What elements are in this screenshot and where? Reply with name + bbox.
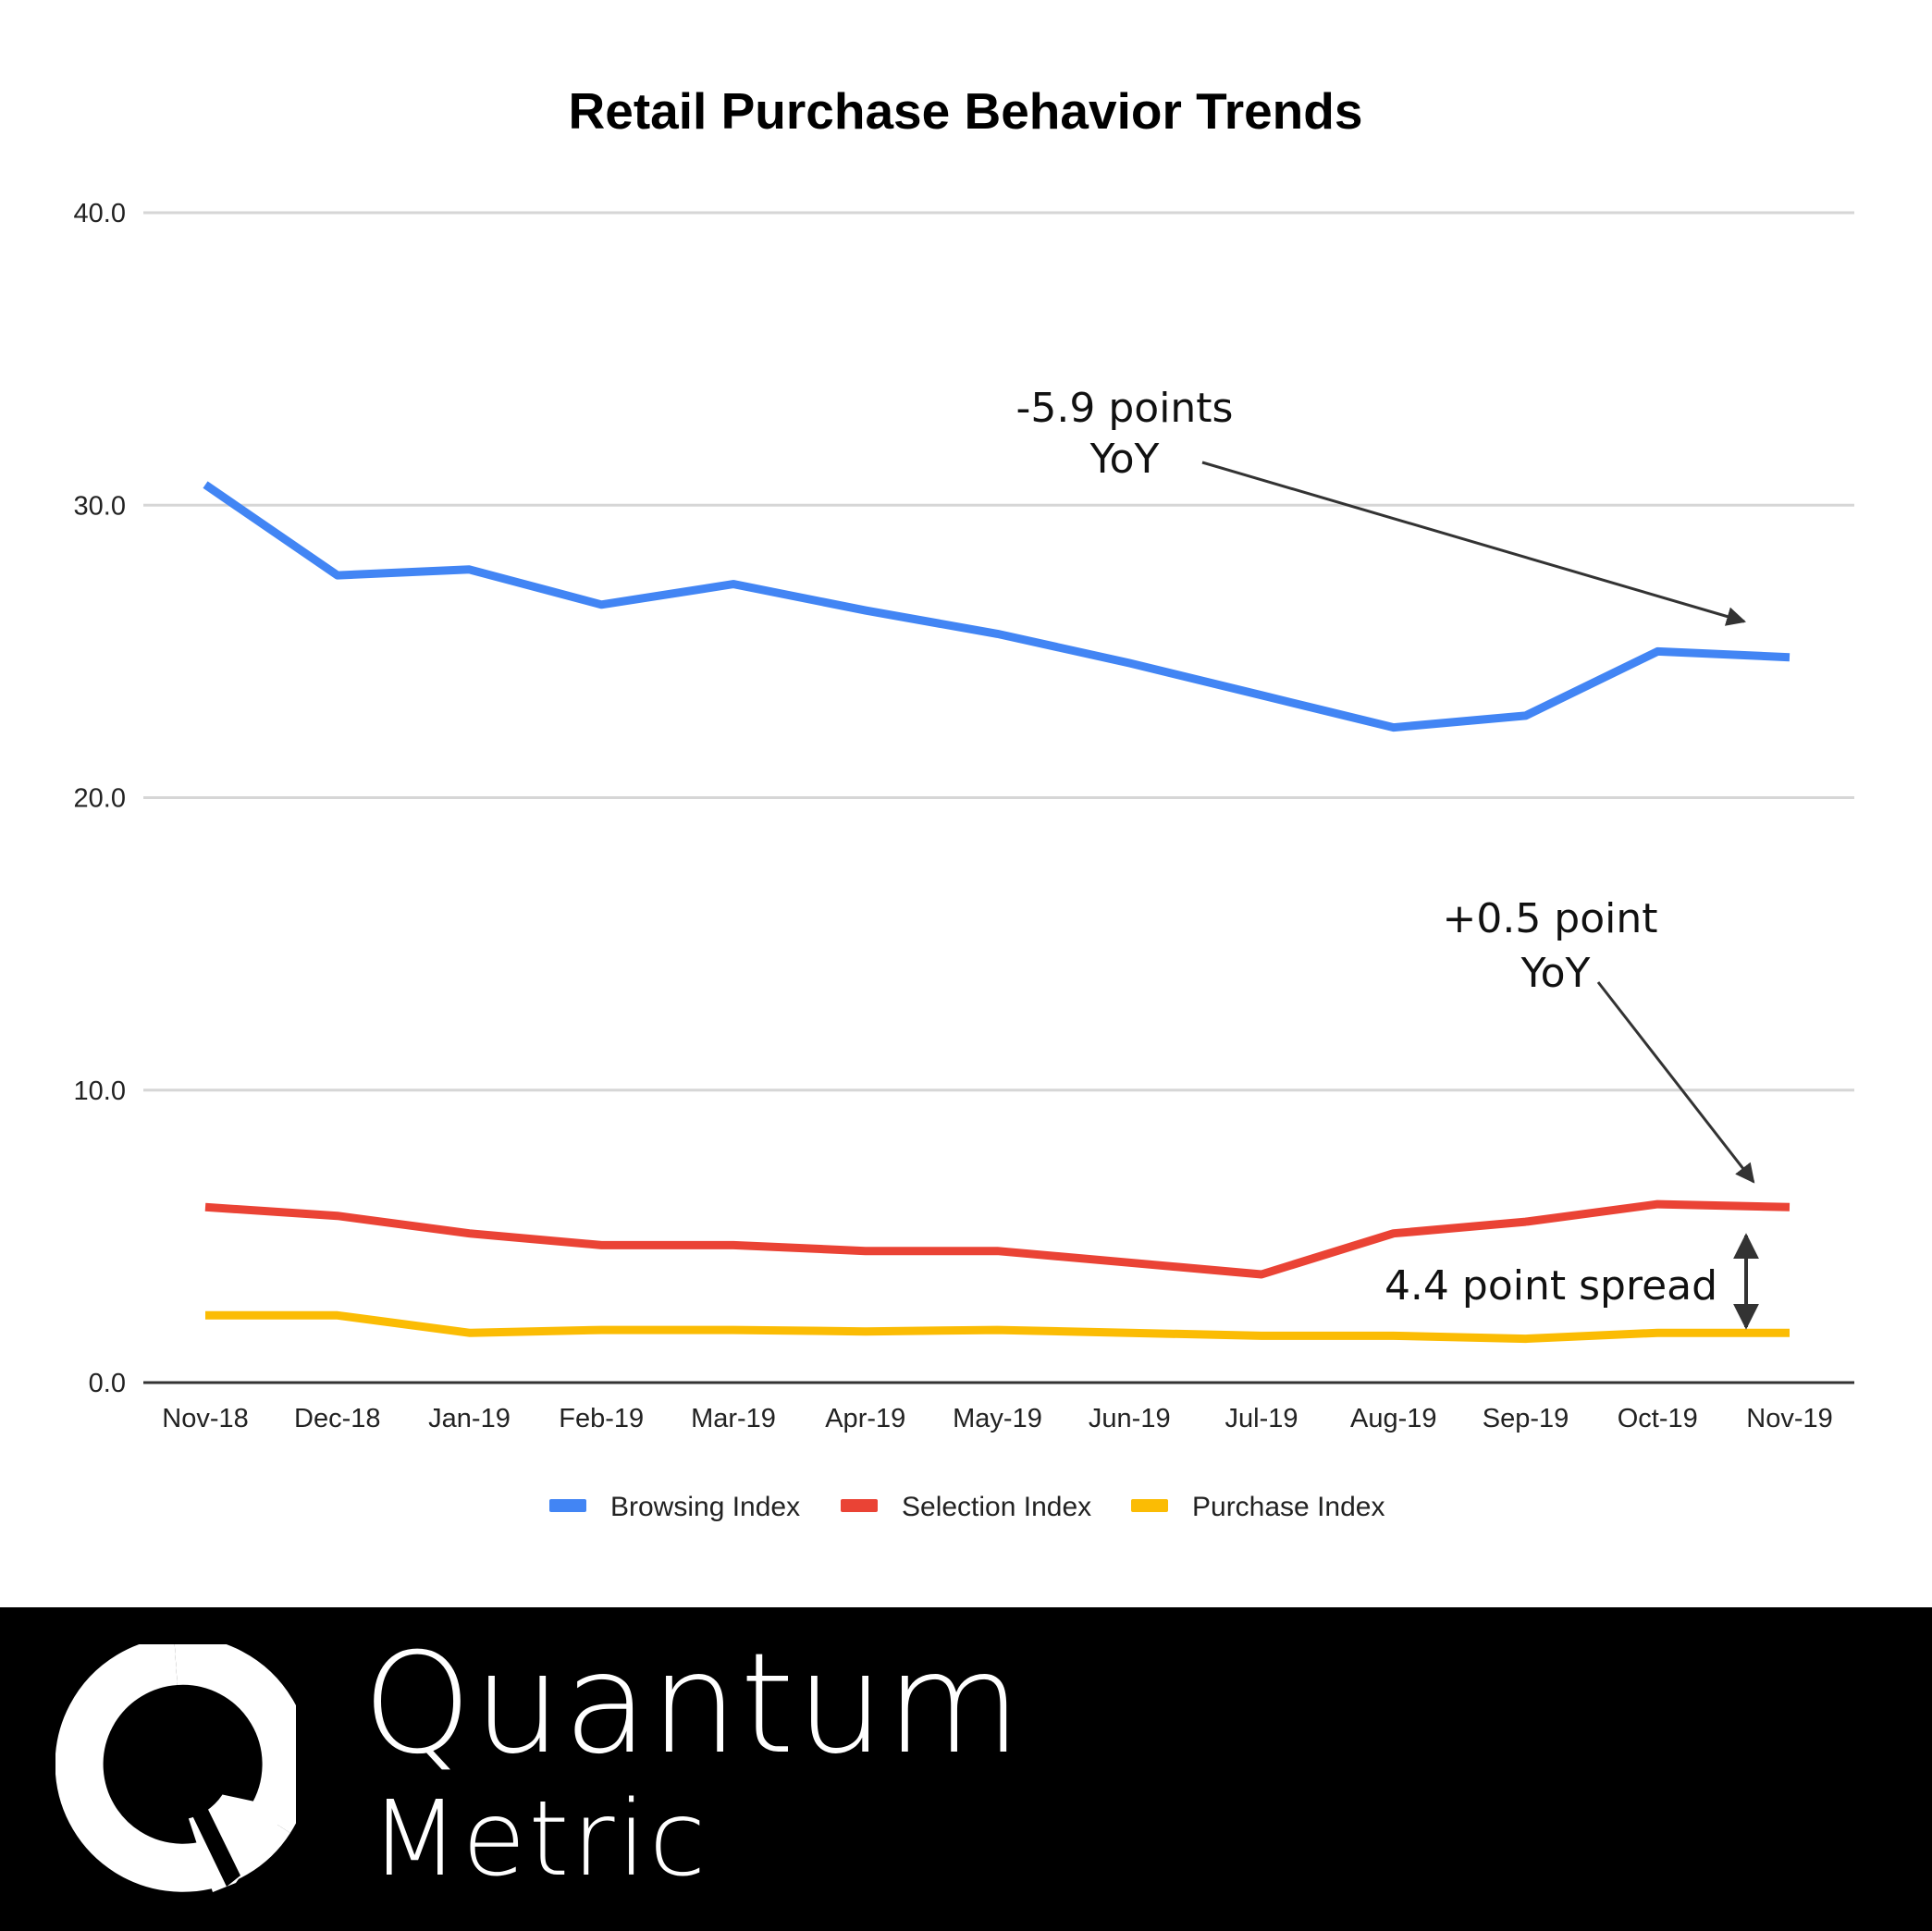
y-tick-label: 30.0	[74, 491, 126, 521]
legend-item: Purchase Index	[1131, 1492, 1384, 1522]
chart-title: Retail Purchase Behavior Trends	[569, 82, 1363, 140]
annotation-browsing-yoy: -5.9 points YoY	[1016, 385, 1747, 626]
legend-label: Browsing Index	[610, 1492, 800, 1522]
annotation-selection-yoy: +0.5 point YoY	[1442, 895, 1755, 1184]
legend-swatch	[549, 1499, 586, 1512]
annotation-spread-text: 4.4 point spread	[1384, 1262, 1717, 1310]
legend: Browsing Index Selection Index Purchase In…	[549, 1492, 1384, 1522]
legend-item: Browsing Index	[549, 1492, 800, 1522]
legend-label: Purchase Index	[1192, 1492, 1384, 1522]
annotation-browsing-line1: -5.9 points	[1016, 385, 1234, 432]
brand-name-metric: Metric	[370, 1779, 709, 1900]
grid	[143, 211, 1854, 1384]
legend-swatch	[1131, 1499, 1168, 1512]
series-line-1	[203, 481, 1790, 732]
x-tick-label: Apr-19	[825, 1404, 905, 1433]
annotation-spread: 4.4 point spread	[1384, 1233, 1759, 1330]
x-tick-label: Feb-19	[559, 1404, 644, 1433]
y-tick-label: 40.0	[74, 199, 126, 228]
x-tick-label: Mar-19	[691, 1404, 776, 1433]
series-line-3	[205, 1310, 1790, 1344]
footer-banner: Quantum Metric	[0, 1607, 1932, 1931]
x-tick-label: Sep-19	[1483, 1404, 1569, 1433]
legend-swatch	[841, 1499, 878, 1512]
quantum-metric-q-logo-icon	[55, 1644, 296, 1892]
annotation-selection-arrow	[1596, 981, 1755, 1184]
y-tick-label: 0.0	[89, 1369, 126, 1398]
series-lines	[203, 481, 1790, 1344]
legend-label: Selection Index	[902, 1492, 1091, 1522]
x-axis-ticks: Nov-18 Dec-18 Jan-19 Feb-19 Mar-19 Apr-19 May-…	[162, 1404, 1833, 1433]
x-tick-label: Nov-18	[162, 1404, 249, 1433]
y-axis-ticks: 0.0 10.0 20.0 30.0 40.0	[74, 199, 126, 1398]
x-tick-label: Jun-19	[1089, 1404, 1171, 1433]
x-tick-label: Dec-18	[294, 1404, 381, 1433]
legend-item: Selection Index	[841, 1492, 1091, 1522]
brand-name-quantum: Quantum	[363, 1624, 1024, 1785]
annotation-selection-line2: YoY	[1520, 950, 1591, 997]
annotation-browsing-arrow	[1201, 461, 1747, 626]
x-tick-label: Nov-19	[1746, 1404, 1833, 1433]
y-tick-label: 20.0	[74, 784, 126, 814]
annotation-selection-line1: +0.5 point	[1442, 895, 1657, 942]
x-tick-label: Aug-19	[1350, 1404, 1437, 1433]
x-tick-label: Oct-19	[1618, 1404, 1698, 1433]
chart: Retail Purchase Behavior Trends 0.0 10.0 2…	[74, 82, 1854, 1522]
x-tick-label: Jul-19	[1225, 1404, 1298, 1433]
y-tick-label: 10.0	[74, 1076, 126, 1106]
x-tick-label: Jan-19	[428, 1404, 511, 1433]
annotation-browsing-line2: YoY	[1089, 436, 1160, 483]
x-tick-label: May-19	[953, 1404, 1042, 1433]
